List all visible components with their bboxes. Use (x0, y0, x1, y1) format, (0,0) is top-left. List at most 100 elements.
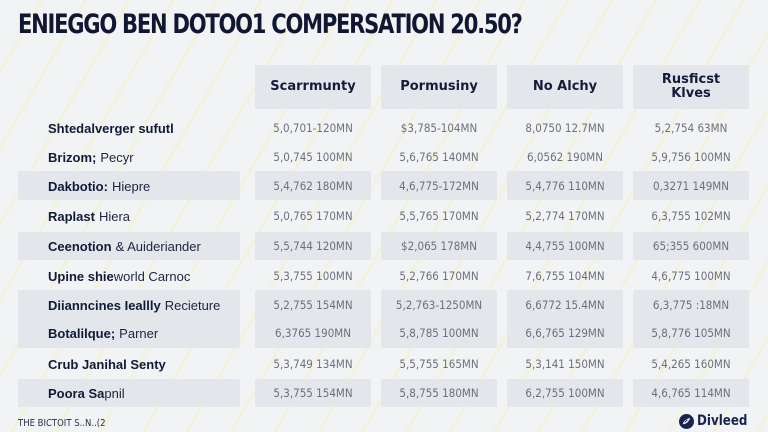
source-caption: THE BICTOIT S..N..(2 (18, 418, 106, 429)
column-header-3[interactable]: No Alchy (507, 65, 623, 109)
table-cell: 5,5,765 170MN (399, 209, 479, 223)
row-label: Ceenotion & Auideriander (48, 232, 201, 260)
table-cell: 5,2,755 154MN (273, 298, 353, 312)
table-cell: 5,8,755 180MN (399, 386, 479, 400)
table-cell: 6,3,775 :18MN (652, 298, 730, 312)
row-shade (255, 290, 371, 348)
table-cell: 5,4,762 180MN (273, 179, 353, 193)
row-shade (507, 232, 623, 260)
brand-logo[interactable]: Divleed (678, 413, 756, 429)
table-cell: 65;355 600MN (652, 239, 730, 253)
table-cell: 5,8,785 100MN (399, 326, 479, 340)
row-label-rest: Hiera (98, 208, 131, 224)
row-label: Botalilque; Parner (48, 319, 158, 347)
row-label: Shtedalverger sufutl (48, 114, 178, 142)
table-cell: 5,2,763-1250MN (395, 298, 483, 312)
table-cell: 5,3,749 134MN (273, 357, 353, 371)
row-label-strong: Poora Sa (48, 385, 105, 401)
table-cell: 4,6,775-172MN (399, 179, 479, 193)
table-cell: 5,3,755 154MN (273, 386, 353, 400)
row-shade (18, 171, 240, 200)
row-shade (255, 171, 371, 200)
table-cell: 4,6,765 114MN (651, 386, 731, 400)
table-cell: 5,5,744 120MN (273, 239, 353, 253)
row-shade (381, 290, 497, 348)
row-label-rest: pnil (104, 385, 125, 401)
row-label: Crub Janihal Senty (48, 350, 170, 378)
row-shade (18, 379, 240, 407)
table-cell: 6,3765 190MN (275, 326, 351, 340)
row-label: Dakbotio: Hiepre (48, 172, 150, 200)
table-cell: 5,0,701-120MN (273, 121, 353, 135)
table-cell: $3,785-104MN (400, 121, 478, 135)
bird-logo-icon (678, 413, 694, 429)
row-label-strong: Dakbotio: (48, 178, 108, 194)
table-cell: 6,6,765 129MN (525, 326, 605, 340)
row-shade (255, 379, 371, 407)
row-label: Brizom; Pecyr (48, 143, 134, 171)
row-shade (507, 171, 623, 200)
table-cell: 7,6,755 104MN (525, 269, 605, 283)
row-label-strong: Shtedalverger sufutl (48, 120, 174, 136)
row-label-strong: Crub Janihal Senty (48, 356, 166, 372)
table-cell: 5,2,766 170MN (399, 269, 479, 283)
table-row: Poora Sa pnil 5,3,755 154MN 5,8,755 180MN… (0, 379, 768, 407)
table-cell: 5,6,765 140MN (399, 150, 479, 164)
table-cell: 5,0,745 100MN (273, 150, 353, 164)
page-title: ENIEGGO BEN DOTOO1 COMPERSATION 20.50? (18, 9, 523, 40)
row-shade (633, 171, 749, 200)
column-header-1[interactable]: Scarrmunty (255, 65, 371, 109)
table-row: Shtedalverger sufutl 5,0,701-120MN $3,78… (0, 114, 768, 142)
row-label-strong: Botalilque; (48, 325, 116, 341)
row-shade (633, 379, 749, 407)
row-shade (507, 290, 623, 348)
row-label-rest: world Carnoc (113, 268, 191, 284)
table-cell: $2,065 178MN (401, 239, 477, 253)
table-cell: 5,4,776 110MN (525, 179, 605, 193)
table-cell: 6,0562 190MN (527, 150, 603, 164)
row-shade (18, 232, 240, 260)
table-cell: 4,4,755 100MN (525, 239, 605, 253)
row-label-rest: Hiepre (111, 178, 151, 194)
table-cell: 6,2,755 100MN (525, 386, 605, 400)
table-row: Botalilque; Parner 6,3765 190MN 5,8,785 1… (0, 319, 768, 347)
table-row: Ceenotion & Auideriander 5,5,744 120MN $2… (0, 232, 768, 260)
row-label: Poora Sa pnil (48, 379, 125, 407)
row-label-rest: & Auideriander (115, 238, 201, 254)
table-row: Dakbotio: Hiepre 5,4,762 180MN 4,6,775-17… (0, 172, 768, 200)
table-row: Diiannci­nes Ieallly Recieture 5,2,755 15… (0, 291, 768, 319)
row-shade (381, 232, 497, 260)
table-cell: 5,9,756 100MN (651, 150, 731, 164)
table-row: Crub Janihal Senty 5,3,749 134MN 5,5,755… (0, 350, 768, 378)
row-shade (18, 290, 240, 348)
table-row: Brizom; Pecyr 5,0,745 100MN 5,6,765 140MN… (0, 143, 768, 171)
row-label: Diiannci­nes Ieallly Recieture (48, 291, 220, 319)
table-row: Upine shie world Carnoc 5,3,755 100MN 5,2… (0, 262, 768, 290)
row-shade (633, 232, 749, 260)
table-cell: 5,2,754 63MN (654, 121, 728, 135)
row-label-strong: Ceenotion (48, 238, 112, 254)
table-cell: 5,3,755 100MN (273, 269, 353, 283)
row-shade (507, 379, 623, 407)
row-shade (381, 379, 497, 407)
table-cell: 6,6772 15.4MN (525, 298, 605, 312)
row-shade (633, 290, 749, 348)
row-label-strong: Brizom; (48, 149, 97, 165)
row-shade (381, 171, 497, 200)
row-shade (255, 232, 371, 260)
table-cell: 4,6,775 100MN (651, 269, 731, 283)
column-header-4[interactable]: Rusficst Klves (633, 65, 749, 109)
table-cell: 6,3,755 102MN (651, 209, 731, 223)
row-label: Upine shie world Carnoc (48, 262, 190, 290)
table-cell: 0,3271 149MN (653, 179, 729, 193)
table-cell: 5,8,776 105MN (651, 326, 731, 340)
row-label-strong: Diiannci­nes Ieallly (48, 297, 161, 313)
table-row: Raplast Hiera 5,0,765 170MN 5,5,765 170MN… (0, 202, 768, 230)
row-label-strong: Raplast (48, 208, 95, 224)
brand-name: Divleed (696, 413, 748, 429)
row-label-strong: Upine shie (48, 268, 114, 284)
row-label: Raplast Hiera (48, 202, 130, 230)
row-label-rest: Pecyr (100, 149, 134, 165)
column-header-2[interactable]: Pormusiny (381, 65, 497, 109)
